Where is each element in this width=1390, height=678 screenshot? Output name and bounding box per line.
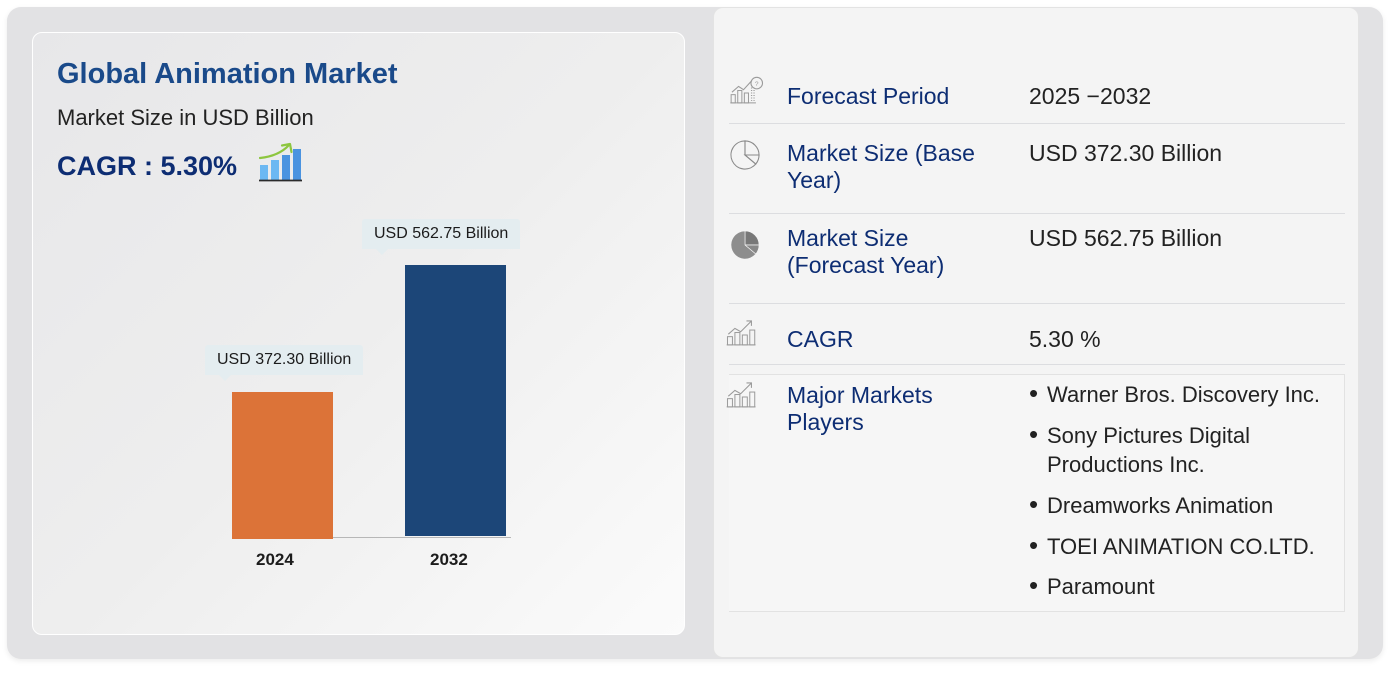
svg-text:?: ?: [755, 81, 759, 88]
